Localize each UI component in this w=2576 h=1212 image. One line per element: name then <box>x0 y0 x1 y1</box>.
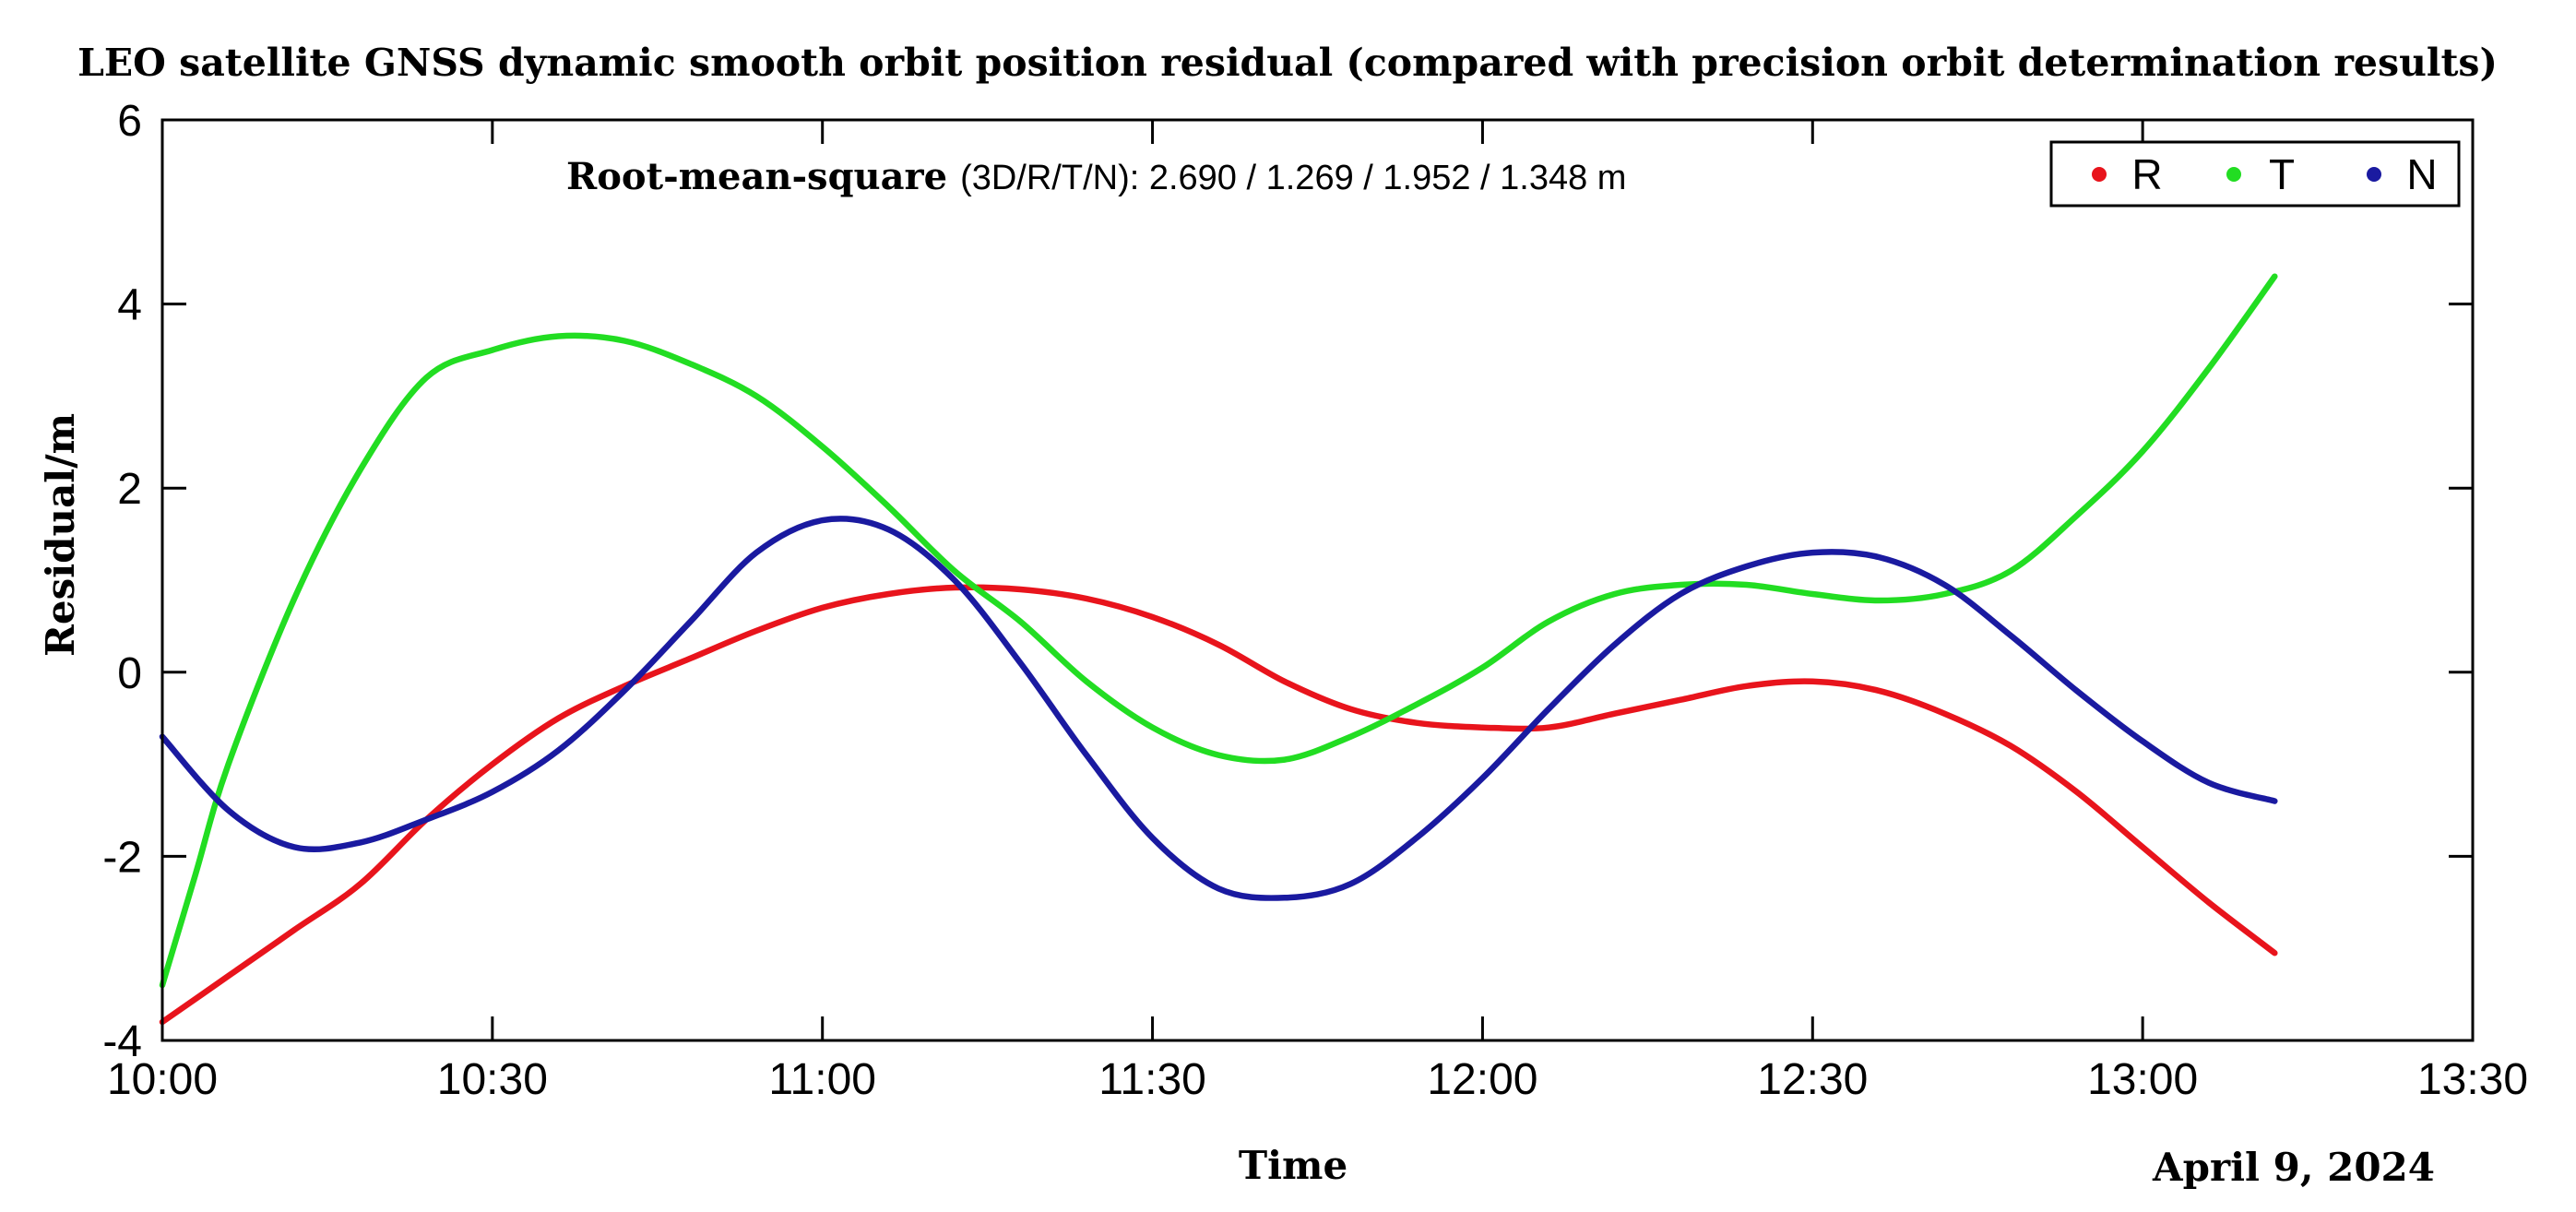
rms-annotation: Root-mean-square (3D/R/T/N): 2.690 / 1.2… <box>566 155 1626 198</box>
rms-values: (3D/R/T/N): 2.690 / 1.269 / 1.952 / 1.34… <box>960 159 1626 197</box>
legend-marker-t <box>2226 167 2241 182</box>
y-tick-label: 4 <box>117 281 142 330</box>
legend-label-n: N <box>2406 150 2437 198</box>
series-line-n <box>159 516 2278 901</box>
x-tick-label: 12:00 <box>1427 1055 1537 1104</box>
x-tick-label: 11:00 <box>768 1055 876 1104</box>
y-tick-label: 2 <box>117 465 142 514</box>
chart-title: LEO satellite GNSS dynamic smooth orbit … <box>77 41 2498 85</box>
x-tick-label: 13:30 <box>2417 1055 2528 1104</box>
x-tick-label: 13:00 <box>2087 1055 2198 1104</box>
y-tick-label: -2 <box>102 833 142 882</box>
plot-frame <box>160 118 2475 1042</box>
ticks-layer: 10:00 10:30 11:00 11:30 12:00 12:30 13:00 13:30… <box>102 97 2528 1104</box>
rms-prefix: Root-mean-square <box>566 155 947 198</box>
x-tick-label: 11:30 <box>1098 1055 1206 1104</box>
series-line-t <box>159 273 2278 989</box>
x-axis-label: Time <box>1239 1143 1347 1188</box>
legend-marker-n <box>2367 167 2381 182</box>
legend-label-t: T <box>2269 150 2295 198</box>
y-tick-label: 0 <box>117 649 142 698</box>
y-tick-label: -4 <box>102 1017 142 1066</box>
x-tick-label: 10:00 <box>107 1055 218 1104</box>
x-tick-label: 12:30 <box>1757 1055 1868 1104</box>
y-axis-label: Residual/m <box>38 413 83 657</box>
date-label: April 9, 2024 <box>2152 1145 2435 1190</box>
series-line-r <box>159 584 2278 1026</box>
y-tick-label: 6 <box>117 97 142 146</box>
legend-marker-r <box>2092 167 2107 182</box>
x-tick-label: 10:30 <box>437 1055 548 1104</box>
series-layer <box>159 273 2278 1026</box>
legend-label-r: R <box>2131 150 2162 198</box>
legend-box <box>2049 140 2461 208</box>
